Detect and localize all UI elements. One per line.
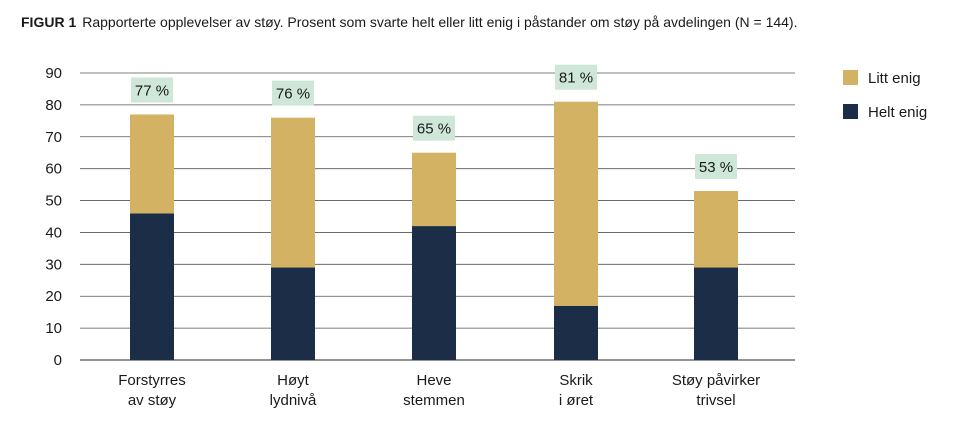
total-label: 76 % <box>276 86 310 103</box>
x-tick-label: Støy påvirker <box>672 372 760 389</box>
figure-label: FIGUR 1 <box>21 14 77 30</box>
x-tick-label: Skrik <box>559 372 593 389</box>
y-tick-label: 10 <box>45 320 62 337</box>
total-label: 81 % <box>559 70 593 87</box>
x-tick-label: i øret <box>559 392 594 409</box>
bar-segment-helt-enig <box>554 305 598 360</box>
bar-segment-litt-enig <box>554 101 598 306</box>
bar-segment-helt-enig <box>130 213 174 360</box>
total-label-badge <box>131 77 173 103</box>
bar-segment-helt-enig <box>271 267 315 360</box>
x-tick-label: Forstyrres <box>118 372 186 389</box>
x-tick-label: trivsel <box>696 392 735 409</box>
x-tick-label: Heve <box>416 372 451 389</box>
y-tick-label: 90 <box>45 65 62 82</box>
total-label: 77 % <box>135 82 169 99</box>
bar-segment-litt-enig <box>271 117 315 268</box>
x-tick-label: av støy <box>128 392 177 409</box>
total-label-badge <box>272 80 314 106</box>
y-tick-label: 0 <box>54 352 62 369</box>
x-axis-ticks: Forstyrres av støy Høyt lydnivå Heve stemmen S… <box>118 372 760 409</box>
legend-swatch-litt-enig <box>843 70 858 85</box>
legend-label-litt-enig: Litt enig <box>868 70 921 87</box>
total-labels: 77 % 76 % 65 % 81 % 53 % <box>131 64 737 179</box>
y-axis-ticks: 0 10 20 30 40 50 60 70 80 90 <box>45 65 62 369</box>
total-label-badge <box>413 115 455 141</box>
figure-title: FIGUR 1 Rapporterte opplevelser av støy. … <box>21 14 798 30</box>
y-tick-label: 60 <box>45 161 62 178</box>
x-tick-label: lydnivå <box>270 392 317 409</box>
total-label-badge <box>695 153 737 179</box>
bar-segment-helt-enig <box>694 267 738 360</box>
y-tick-label: 20 <box>45 288 62 305</box>
y-tick-label: 50 <box>45 193 62 210</box>
bars <box>130 101 738 360</box>
y-tick-label: 80 <box>45 97 62 114</box>
legend-item-litt-enig: Litt enig <box>843 70 921 87</box>
legend-item-helt-enig: Helt enig <box>843 104 927 121</box>
total-label: 53 % <box>699 159 733 176</box>
legend-swatch-helt-enig <box>843 104 858 119</box>
total-label-badge <box>555 64 597 90</box>
total-label: 65 % <box>417 121 451 138</box>
y-tick-label: 40 <box>45 224 62 241</box>
x-tick-label: stemmen <box>403 392 465 409</box>
legend-label-helt-enig: Helt enig <box>868 104 928 121</box>
x-tick-label: Høyt <box>277 372 309 389</box>
y-tick-label: 70 <box>45 129 62 146</box>
y-tick-label: 30 <box>45 256 62 273</box>
bar-segment-litt-enig <box>130 114 174 214</box>
bar-segment-helt-enig <box>412 226 456 360</box>
bar-segment-litt-enig <box>694 190 738 268</box>
bar-segment-litt-enig <box>412 152 456 227</box>
figure-caption: Rapporterte opplevelser av støy. Prosent… <box>82 14 798 30</box>
